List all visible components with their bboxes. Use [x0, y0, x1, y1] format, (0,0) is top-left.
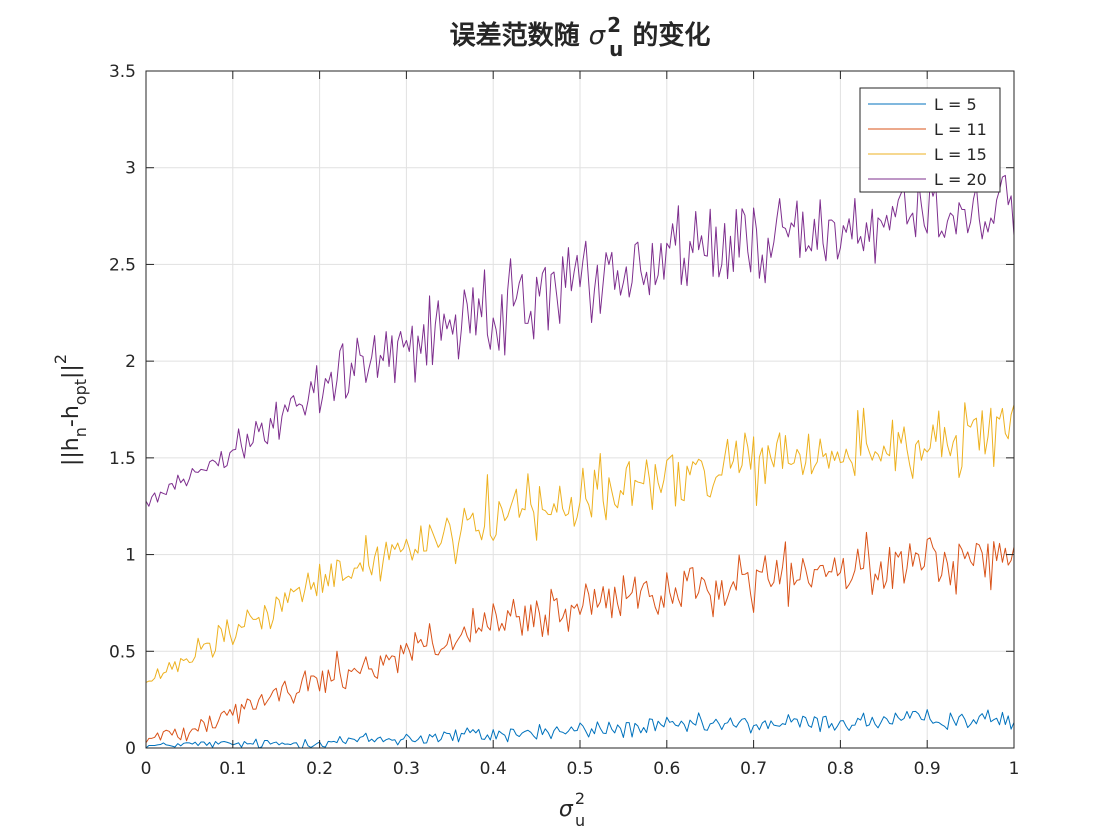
x-tick-label: 0.8: [827, 759, 854, 779]
title-sub: u: [609, 37, 623, 61]
legend-box: [859, 87, 1001, 193]
series-line-3: [145, 402, 1015, 683]
xlabel-sigma: σ: [559, 797, 574, 822]
series-line-1: [145, 709, 1015, 749]
series-line-4: [145, 174, 1015, 507]
title-prefix: 误差范数随: [450, 20, 589, 51]
x-tick-label: 0.4: [480, 759, 507, 779]
title-suffix: 的变化: [623, 20, 710, 51]
y-tick-label: 3: [125, 159, 136, 179]
title-sigma: σ: [589, 21, 607, 51]
y-tick-label: 2.5: [109, 255, 136, 275]
y-axis-label: ||hn-hopt||2: [51, 354, 90, 466]
legend-label: L = 15: [934, 145, 987, 164]
y-tick-label: 2: [125, 352, 136, 372]
ticks: 0 0.1 0.2 0.3 0.4 0.5 0.6 0.7 0.8 0.9 1 0 0.5 1 1.5 2 2.…: [109, 62, 1019, 779]
y-tick-label: 1: [125, 546, 136, 566]
x-tick-label: 0.7: [740, 759, 767, 779]
xlabel-sub: u: [575, 811, 585, 830]
x-tick-label: 1: [1009, 759, 1020, 779]
title-sup: 2: [607, 13, 621, 37]
series-line-2: [145, 531, 1015, 743]
x-tick-label: 0: [141, 759, 152, 779]
xlabel-sup: 2: [575, 789, 585, 808]
y-tick-label: 0.5: [109, 642, 136, 662]
series-layer: [145, 174, 1015, 749]
x-tick-label: 0.1: [219, 759, 246, 779]
y-tick-label: 3.5: [109, 62, 136, 82]
legend-label: L = 5: [934, 95, 977, 114]
y-tick-label: 1.5: [109, 449, 136, 469]
legend-label: L = 11: [934, 120, 987, 139]
x-tick-label: 0.6: [653, 759, 680, 779]
y-tick-label: 0: [125, 739, 136, 759]
x-tick-label: 0.2: [306, 759, 333, 779]
legend: L = 5 L = 11 L = 15 L = 20: [859, 87, 1001, 193]
x-tick-label: 0.3: [393, 759, 420, 779]
legend-label: L = 20: [934, 170, 987, 189]
x-tick-label: 0.9: [914, 759, 941, 779]
x-tick-label: 0.5: [566, 759, 593, 779]
